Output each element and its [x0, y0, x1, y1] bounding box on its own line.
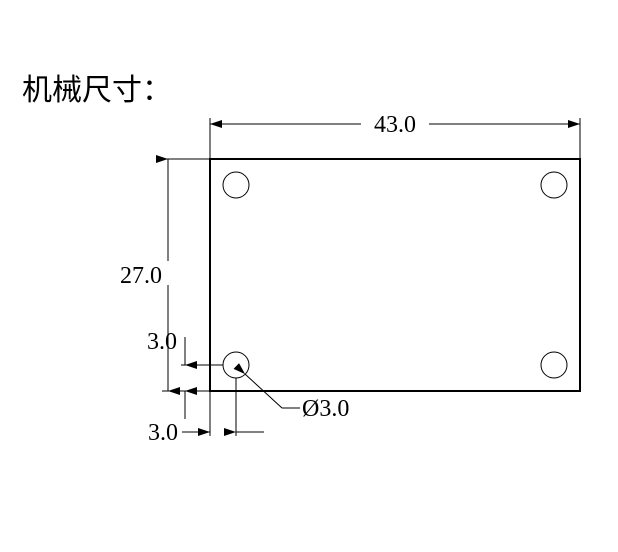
hole-circle: [541, 352, 567, 378]
hole-circle: [541, 172, 567, 198]
dimension-offset-y: 3.0: [147, 329, 223, 419]
drawing-title: 机械尺寸：: [22, 74, 172, 107]
dimension-width: 43.0: [210, 112, 580, 159]
dimension-height-value: 27.0: [120, 263, 162, 289]
hole-circle: [223, 172, 249, 198]
dimension-offset-x-value: 3.0: [148, 420, 178, 446]
dimension-offset-y-value: 3.0: [147, 329, 177, 355]
dimension-hole-diameter: Ø3.0: [245, 374, 349, 422]
dimension-offset-x: 3.0: [148, 378, 264, 446]
plate-outline: [210, 159, 580, 391]
mechanical-dimension-drawing: 机械尺寸： 43.0 27.0 3.0 3.0: [0, 0, 618, 552]
dimension-hole-diameter-value: Ø3.0: [302, 396, 349, 422]
holes-group: [223, 172, 567, 378]
dimension-height: 27.0: [120, 159, 210, 391]
dimension-width-value: 43.0: [374, 112, 416, 138]
